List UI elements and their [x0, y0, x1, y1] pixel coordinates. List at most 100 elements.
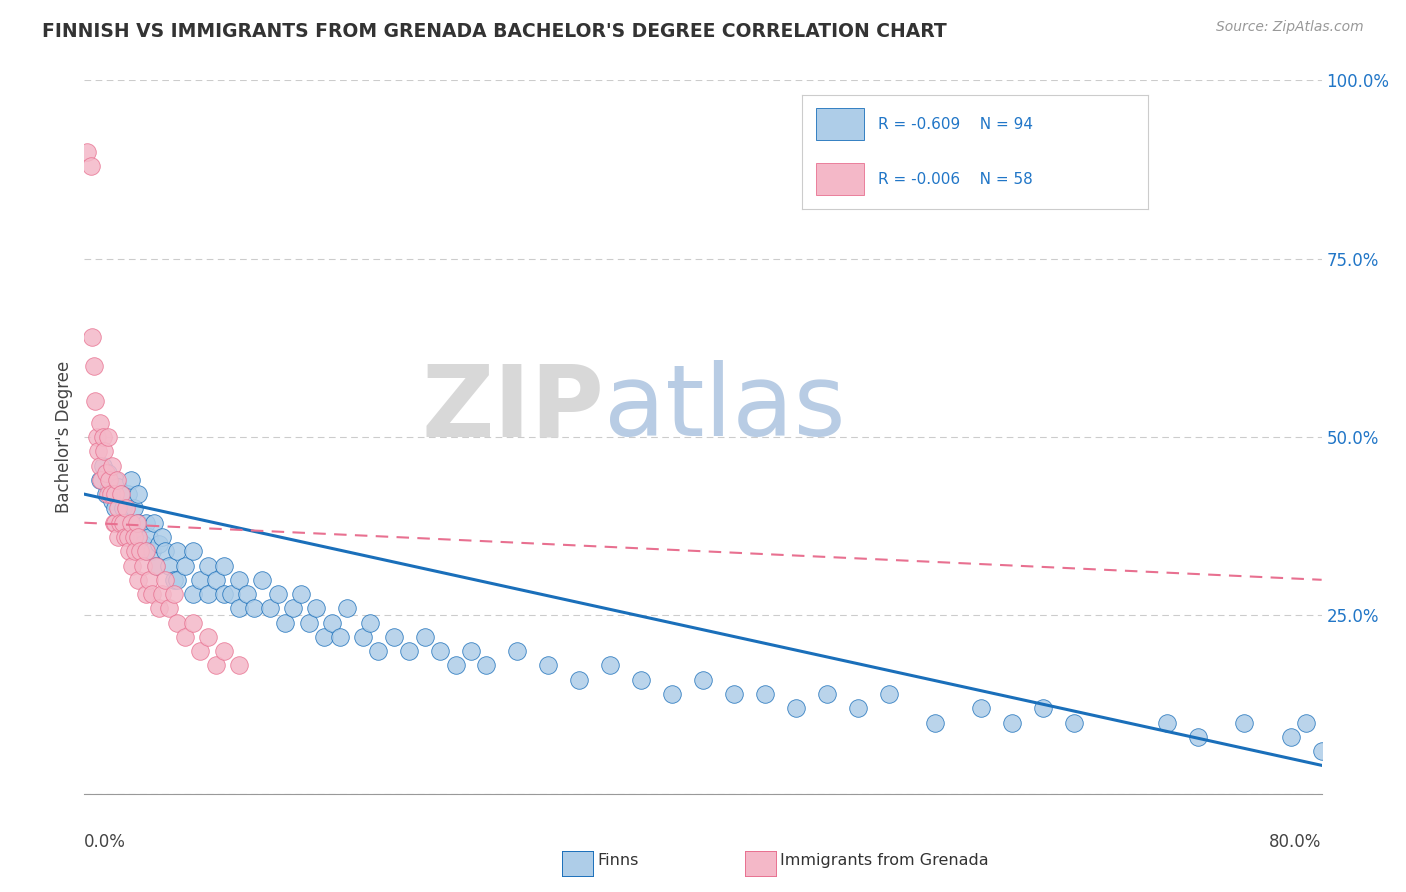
Point	[96, 487, 118, 501]
Point	[138, 573, 160, 587]
Point	[101, 458, 124, 473]
Point	[599, 658, 621, 673]
Point	[250, 573, 273, 587]
Point	[122, 501, 145, 516]
Point	[135, 544, 157, 558]
Point	[90, 473, 112, 487]
Point	[267, 587, 290, 601]
Point	[89, 416, 111, 430]
Point	[127, 573, 149, 587]
Text: atlas: atlas	[605, 360, 845, 457]
Text: Finns: Finns	[598, 854, 638, 868]
Point	[104, 487, 127, 501]
Point	[153, 544, 176, 558]
Point	[112, 516, 135, 530]
Point	[98, 473, 121, 487]
Point	[120, 516, 142, 530]
Point	[114, 516, 136, 530]
Point	[124, 544, 146, 558]
Text: ZIP: ZIP	[422, 360, 605, 457]
Point	[110, 487, 132, 501]
Point	[1279, 730, 1302, 744]
Point	[110, 487, 132, 501]
Point	[321, 615, 343, 630]
Point	[115, 501, 138, 516]
Point	[1156, 715, 1178, 730]
Point	[129, 544, 152, 558]
Point	[120, 516, 142, 530]
Point	[107, 530, 129, 544]
Point	[568, 673, 591, 687]
Point	[259, 601, 281, 615]
Point	[352, 630, 374, 644]
Point	[506, 644, 529, 658]
Point	[125, 516, 148, 530]
Point	[104, 516, 127, 530]
Point	[785, 701, 807, 715]
Point	[212, 644, 235, 658]
Point	[367, 644, 389, 658]
Point	[336, 601, 359, 615]
Point	[125, 530, 148, 544]
Point	[228, 658, 250, 673]
Point	[107, 480, 129, 494]
Point	[382, 630, 405, 644]
Point	[188, 573, 211, 587]
Point	[104, 501, 127, 516]
Point	[135, 516, 157, 530]
Point	[132, 558, 155, 573]
Point	[143, 516, 166, 530]
Point	[83, 359, 105, 373]
Text: Immigrants from Grenada: Immigrants from Grenada	[780, 854, 988, 868]
Point	[970, 701, 993, 715]
Point	[815, 687, 838, 701]
Point	[1310, 744, 1333, 758]
Point	[145, 558, 167, 573]
Point	[107, 501, 129, 516]
Point	[108, 516, 131, 530]
Point	[100, 487, 122, 501]
Point	[86, 430, 108, 444]
Point	[112, 501, 135, 516]
Point	[305, 601, 328, 615]
Point	[877, 687, 900, 701]
Point	[197, 558, 219, 573]
Point	[94, 487, 117, 501]
Point	[360, 615, 382, 630]
Point	[148, 601, 170, 615]
Point	[141, 587, 163, 601]
Point	[1032, 701, 1054, 715]
Point	[444, 658, 467, 673]
Point	[197, 630, 219, 644]
Point	[117, 530, 139, 544]
Point	[219, 587, 242, 601]
Text: 80.0%: 80.0%	[1270, 833, 1322, 851]
Point	[135, 544, 157, 558]
Point	[228, 601, 250, 615]
Point	[150, 530, 173, 544]
Point	[141, 544, 163, 558]
Point	[163, 587, 186, 601]
Point	[537, 658, 560, 673]
Point	[101, 494, 124, 508]
Y-axis label: Bachelor's Degree: Bachelor's Degree	[55, 361, 73, 513]
Point	[145, 558, 167, 573]
Point	[93, 444, 115, 458]
Text: Source: ZipAtlas.com: Source: ZipAtlas.com	[1216, 20, 1364, 34]
Point	[429, 644, 451, 658]
Point	[754, 687, 776, 701]
Point	[328, 630, 352, 644]
Point	[197, 587, 219, 601]
Point	[413, 630, 436, 644]
Point	[150, 587, 173, 601]
Point	[166, 573, 188, 587]
Point	[79, 159, 101, 173]
Text: 0.0%: 0.0%	[84, 833, 127, 851]
Point	[163, 573, 186, 587]
Point	[846, 701, 869, 715]
Point	[692, 673, 714, 687]
Point	[105, 473, 128, 487]
Point	[159, 601, 180, 615]
Point	[205, 658, 228, 673]
Point	[297, 615, 319, 630]
